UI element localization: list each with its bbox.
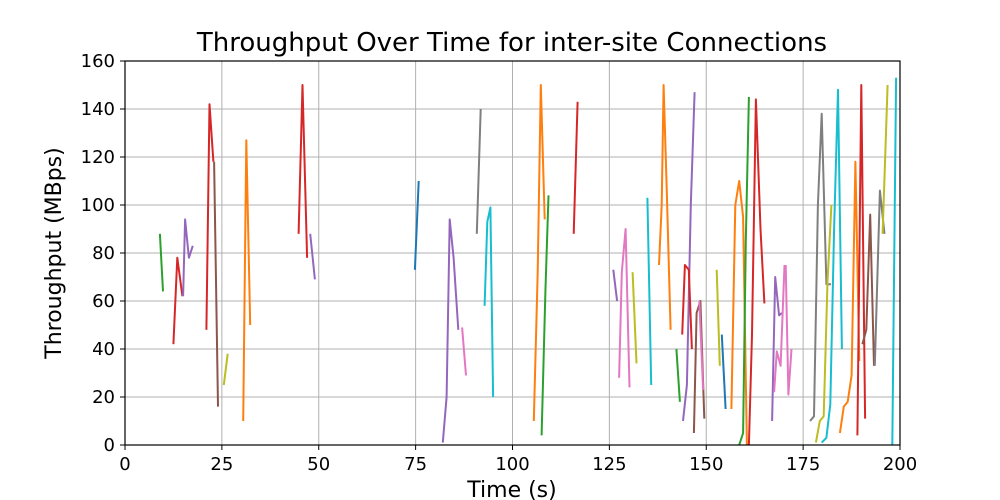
- x-tick-label: 200: [883, 454, 917, 475]
- series-line-29: [720, 334, 727, 410]
- series-line-44: [891, 77, 898, 446]
- x-tick-label: 50: [307, 454, 330, 475]
- y-tick-label: 20: [92, 387, 115, 408]
- y-tick-label: 60: [92, 291, 115, 312]
- series-line-5: [213, 161, 219, 407]
- x-tick-label: 100: [495, 454, 529, 475]
- series-line-41: [861, 213, 875, 366]
- series-line-21: [646, 197, 653, 386]
- series-line-12: [461, 327, 467, 376]
- x-tick-label: 75: [404, 454, 427, 475]
- series-line-24: [682, 92, 696, 422]
- series-line-13: [475, 108, 482, 234]
- series-line-7: [242, 139, 252, 422]
- series-line-19: [618, 228, 631, 388]
- series-line-17: [572, 101, 579, 234]
- x-tick-label: 125: [592, 454, 626, 475]
- series-line-40: [856, 84, 867, 436]
- series-line-35: [784, 264, 793, 396]
- series-line-20: [631, 272, 638, 364]
- y-tick-label: 80: [92, 243, 115, 264]
- series-line-34: [773, 264, 786, 393]
- x-tick-label: 0: [119, 454, 130, 475]
- series-line-27: [698, 300, 705, 390]
- axis-ticks: 0 25 50 75 100 125 150 175 200 0 20 40 60 80 100 120 140…: [81, 51, 918, 475]
- series-line-14: [483, 206, 495, 398]
- grid-lines: [124, 60, 901, 446]
- series-line-31: [738, 96, 750, 446]
- series-line-3: [182, 218, 194, 297]
- series-line-37: [814, 204, 833, 443]
- series-line-25: [681, 264, 693, 350]
- x-tick-label: 175: [786, 454, 820, 475]
- series-line-22: [658, 84, 672, 330]
- series-line-32: [747, 98, 766, 446]
- series-line-4: [205, 103, 215, 330]
- y-tick-label: 160: [81, 51, 115, 72]
- y-axis-title: Throughput (MBps): [42, 147, 67, 359]
- series-line-15: [532, 84, 546, 422]
- series-line-33: [771, 276, 783, 422]
- series-line-2: [172, 256, 184, 345]
- series-line-9: [309, 233, 316, 280]
- y-tick-label: 120: [81, 147, 115, 168]
- series-line-38: [820, 88, 843, 444]
- y-tick-label: 0: [104, 435, 115, 456]
- series-line-1: [158, 233, 164, 292]
- series-line-11: [441, 218, 460, 443]
- series-layer: [158, 77, 898, 446]
- y-tick-label: 140: [81, 99, 115, 120]
- series-line-8: [297, 84, 309, 258]
- x-tick-label: 150: [689, 454, 723, 475]
- series-line-23: [675, 348, 681, 402]
- x-axis-title: Time (s): [466, 478, 556, 500]
- series-line-43: [881, 84, 889, 234]
- series-line-28: [715, 269, 721, 366]
- y-tick-label: 40: [92, 339, 115, 360]
- chart-title: Throughput Over Time for inter-site Conn…: [196, 28, 827, 58]
- series-line-6: [222, 353, 229, 386]
- y-tick-label: 100: [81, 195, 115, 216]
- series-line-39: [838, 160, 861, 434]
- series-line-18: [612, 269, 619, 302]
- series-line-16: [540, 195, 550, 436]
- series-line-10: [413, 180, 420, 270]
- x-tick-label: 25: [210, 454, 233, 475]
